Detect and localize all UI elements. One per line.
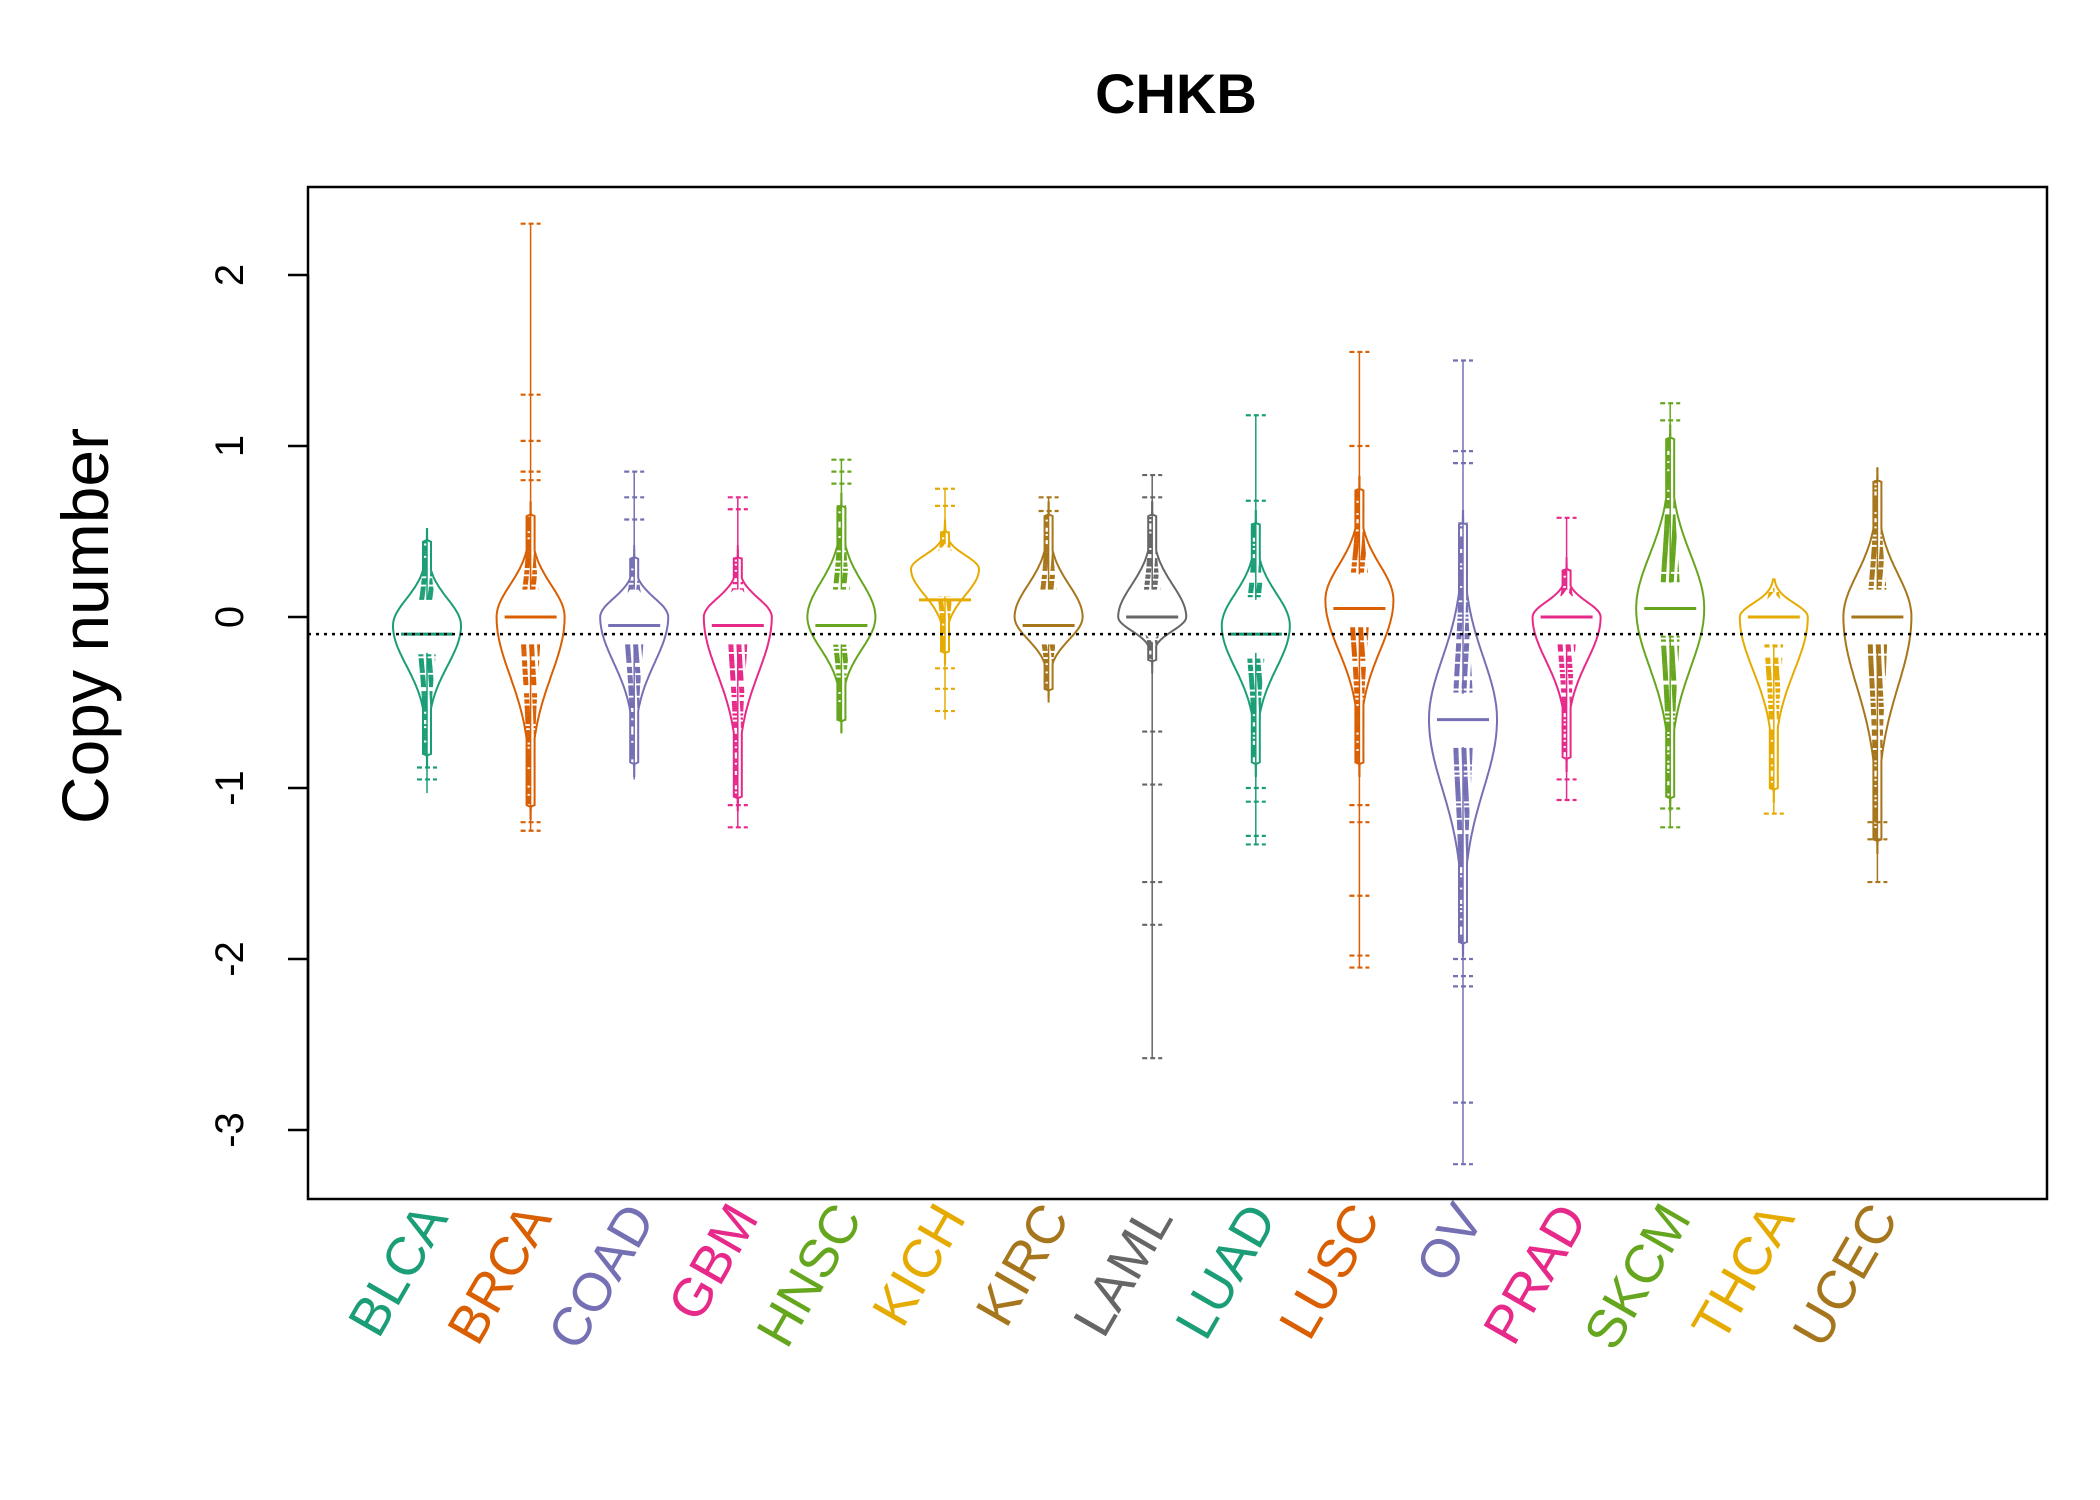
bean-outline (1738, 578, 1809, 803)
bean-outline (392, 528, 462, 769)
x-category-label: KICH (861, 1194, 977, 1336)
bean-center-hole (716, 589, 759, 645)
y-tick-label: 1 (208, 435, 252, 457)
bean-center-hole (1027, 589, 1070, 645)
bean-prad (1531, 516, 1602, 802)
x-category-label: COAD (537, 1194, 667, 1359)
plot-area (308, 222, 2047, 1166)
bean-outline (1842, 467, 1913, 854)
bean-thca (1738, 578, 1809, 815)
bean-gbm (702, 496, 773, 829)
x-category-label: LUAD (1164, 1194, 1288, 1349)
bean-center-hole (613, 589, 656, 645)
y-axis: -3 -2 -1 0 1 2 (208, 264, 310, 1148)
bean-center-hole (820, 589, 863, 645)
x-category-label: LAML (1062, 1194, 1185, 1346)
bean-center-hole (1234, 599, 1277, 653)
x-category-label: LUSC (1268, 1194, 1392, 1349)
chart-title: CHKB (1095, 62, 1257, 125)
x-category-label: UCEC (1781, 1194, 1909, 1357)
bean-kirc (1013, 496, 1084, 703)
bean-luad (1220, 414, 1291, 846)
bean-laml (1117, 473, 1188, 1060)
y-tick-label: -3 (208, 1112, 252, 1148)
y-tick-label: 0 (208, 606, 252, 628)
plot-frame (306, 185, 2049, 1201)
bean-center-hole (1338, 574, 1381, 628)
y-tick-label: 2 (208, 264, 252, 286)
x-category-label: SKCM (1573, 1194, 1703, 1359)
bean-lusc (1324, 350, 1395, 969)
bean-brca (495, 222, 566, 832)
x-category-label: GBM (657, 1194, 770, 1331)
y-tick-label: -2 (208, 941, 252, 977)
bean-ucec (1842, 467, 1913, 884)
bean-blca (392, 528, 462, 794)
x-category-label: HNSC (745, 1194, 873, 1357)
bean-skcm (1635, 402, 1706, 829)
y-axis-label: Copy number (48, 428, 122, 824)
bean-center-hole (924, 543, 966, 597)
x-category-label: OV (1404, 1194, 1495, 1292)
bean-kich (909, 487, 981, 720)
bean-coad (599, 470, 670, 780)
bean-ov (1428, 359, 1498, 1166)
y-tick-label: -1 (208, 770, 252, 806)
bean-center-hole (406, 599, 448, 653)
bean-hnsc (806, 458, 877, 734)
